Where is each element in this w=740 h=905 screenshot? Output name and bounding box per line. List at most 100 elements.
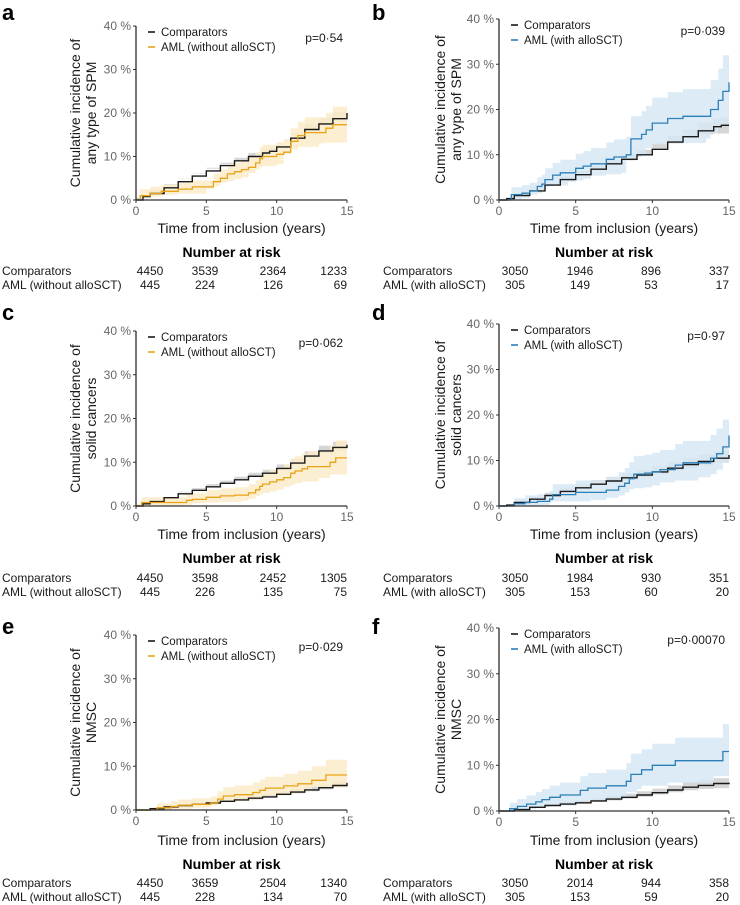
panel-letter: b (372, 0, 385, 25)
risk-value: 4450 (137, 264, 164, 278)
x-axis-label: Time from inclusion (years) (530, 832, 698, 848)
y-axis-label: Cumulative incidence ofany type of SPM (67, 39, 99, 188)
y-axis-label-line: Cumulative incidence of (67, 39, 83, 188)
x-tick-label: 15 (340, 814, 354, 828)
risk-table-title: Number at risk (182, 550, 280, 566)
x-tick-label: 5 (572, 204, 579, 218)
x-axis-label: Time from inclusion (years) (530, 526, 698, 542)
x-tick-label: 10 (646, 510, 660, 524)
risk-value: 135 (263, 585, 283, 599)
y-axis-label-line: Cumulative incidence of (432, 645, 448, 794)
risk-row-label: Comparators (2, 571, 71, 585)
y-tick-label: 10 % (104, 150, 132, 164)
y-tick-label: 0 % (473, 499, 494, 513)
x-tick-label: 10 (270, 814, 284, 828)
risk-value: 3050 (502, 571, 529, 585)
risk-table-title: Number at risk (182, 856, 280, 872)
risk-value: 930 (641, 571, 661, 585)
risk-row-label: Comparators (2, 264, 71, 278)
x-tick-label: 0 (496, 204, 503, 218)
risk-table-title: Number at risk (555, 244, 653, 260)
y-tick-label: 40 % (104, 19, 132, 33)
legend-label: AML (without alloSCT) (161, 42, 276, 54)
risk-value: 153 (570, 585, 590, 599)
series-line-comparators (136, 113, 348, 201)
panel-letter: d (372, 300, 385, 325)
y-axis-label-line: Cumulative incidence of (67, 648, 83, 797)
legend-label: Comparators (161, 636, 228, 648)
risk-value: 20 (716, 585, 730, 599)
risk-row-label: AML (without alloSCT) (2, 585, 122, 599)
risk-value: 337 (709, 264, 729, 278)
series-line-comparators (499, 455, 730, 507)
x-axis-label: Time from inclusion (years) (530, 220, 698, 236)
y-tick-label: 0 % (473, 193, 494, 207)
risk-value: 228 (195, 890, 215, 904)
risk-value: 351 (709, 571, 729, 585)
risk-value: 1340 (320, 876, 347, 890)
risk-table-title: Number at risk (182, 244, 280, 260)
x-tick-label: 5 (572, 510, 579, 524)
risk-value: 226 (195, 585, 215, 599)
x-tick-label: 5 (203, 510, 210, 524)
risk-value: 53 (644, 278, 658, 292)
risk-value: 17 (716, 278, 730, 292)
x-tick-label: 10 (270, 204, 284, 218)
series-line-without_allosct (136, 124, 347, 201)
y-axis-label: Cumulative incidence ofsolid cancers (432, 341, 464, 490)
risk-row-label: Comparators (383, 571, 452, 585)
risk-table-title: Number at risk (555, 550, 653, 566)
risk-value: 69 (334, 278, 348, 292)
ci-band-without_allosct (136, 440, 347, 506)
risk-value: 445 (140, 585, 160, 599)
risk-value: 1233 (320, 264, 347, 278)
y-tick-label: 40 % (467, 621, 495, 635)
x-axis-label: Time from inclusion (years) (157, 220, 325, 236)
panel-c: c 0 % 10 % 20 % 30 % 40 % 0 5 10 15 Cumulative inc… (2, 300, 354, 599)
x-tick-label: 0 (133, 204, 140, 218)
risk-table-title: Number at risk (555, 856, 653, 872)
risk-row-label: AML (with alloSCT) (383, 585, 486, 599)
x-tick-label: 0 (496, 510, 503, 524)
series-line-without_allosct (136, 774, 347, 811)
series-line-without_allosct (136, 457, 347, 507)
risk-value: 3539 (192, 264, 219, 278)
ci-band-without_allosct (136, 106, 347, 200)
legend-label: AML (with alloSCT) (524, 35, 623, 47)
panel-f: f 0 % 10 % 20 % 30 % 40 % 0 5 10 15 Cumulative inc… (372, 614, 736, 904)
panel-letter: c (2, 300, 14, 325)
risk-value: 2504 (260, 876, 287, 890)
panel-e: e 0 % 10 % 20 % 30 % 40 % 0 5 10 15 Cumulative inc… (2, 614, 354, 904)
y-tick-label: 10 % (104, 455, 132, 469)
risk-value: 3050 (502, 876, 529, 890)
y-axis-label-line: Cumulative incidence of (432, 341, 448, 490)
y-tick-label: 0 % (473, 804, 494, 818)
y-axis-label: Cumulative incidence ofany type of SPM (432, 35, 464, 184)
risk-value: 358 (709, 876, 729, 890)
y-tick-label: 40 % (467, 12, 495, 26)
risk-value: 2014 (567, 876, 594, 890)
y-tick-label: 20 % (104, 106, 132, 120)
panel-letter: a (2, 0, 15, 25)
panel-a: a 0 % 10 % 20 % 30 % 40 % 0 5 10 15 Cumulative inc… (2, 0, 354, 292)
panel-d: d 0 % 10 % 20 % 30 % 40 % 0 5 10 15 Cumulative inc… (372, 300, 736, 599)
y-tick-label: 40 % (467, 317, 495, 331)
x-tick-label: 10 (646, 815, 660, 829)
y-tick-label: 0 % (110, 803, 131, 817)
y-tick-label: 40 % (104, 628, 132, 642)
y-tick-label: 0 % (110, 193, 131, 207)
risk-row-label: AML (without alloSCT) (2, 278, 122, 292)
y-tick-label: 20 % (104, 716, 132, 730)
y-axis-label: Cumulative incidence ofNMSC (432, 645, 464, 794)
y-tick-label: 40 % (104, 324, 132, 338)
risk-value: 305 (505, 890, 525, 904)
y-axis-label: Cumulative incidence ofsolid cancers (67, 344, 99, 493)
y-tick-label: 10 % (467, 454, 495, 468)
panel-letter: e (2, 614, 14, 639)
x-tick-label: 5 (203, 814, 210, 828)
y-axis-label-line: NMSC (448, 699, 464, 740)
y-tick-label: 20 % (104, 412, 132, 426)
panel-letter: f (372, 614, 380, 639)
risk-row-label: Comparators (383, 876, 452, 890)
